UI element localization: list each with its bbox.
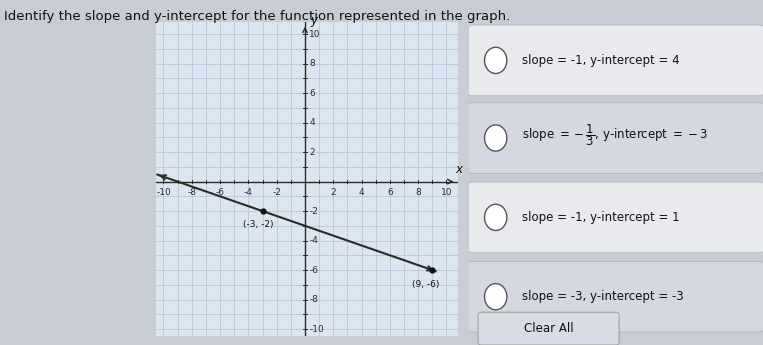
FancyBboxPatch shape — [468, 25, 763, 96]
Text: -6: -6 — [309, 266, 318, 275]
Text: 10: 10 — [441, 188, 452, 197]
Text: slope = -1, y-intercept = 1: slope = -1, y-intercept = 1 — [522, 211, 680, 224]
FancyBboxPatch shape — [478, 312, 619, 345]
Text: 8: 8 — [309, 59, 315, 68]
Text: -8: -8 — [187, 188, 196, 197]
FancyBboxPatch shape — [468, 262, 763, 332]
Text: x: x — [456, 164, 462, 176]
Text: -2: -2 — [309, 207, 318, 216]
Circle shape — [485, 284, 507, 310]
Text: Identify the slope and y-intercept for the function represented in the graph.: Identify the slope and y-intercept for t… — [4, 10, 510, 23]
Text: y: y — [310, 14, 317, 28]
FancyBboxPatch shape — [468, 103, 763, 173]
Text: 6: 6 — [387, 188, 393, 197]
Text: 4: 4 — [309, 118, 315, 127]
Circle shape — [485, 125, 507, 151]
Text: 10: 10 — [309, 30, 320, 39]
FancyBboxPatch shape — [468, 182, 763, 253]
Circle shape — [485, 204, 507, 230]
Text: -2: -2 — [272, 188, 281, 197]
Text: -8: -8 — [309, 295, 318, 304]
Text: 2: 2 — [309, 148, 315, 157]
Text: slope $= -\dfrac{1}{3}$, y-intercept $= -3$: slope $= -\dfrac{1}{3}$, y-intercept $= … — [522, 122, 708, 148]
Text: 4: 4 — [359, 188, 365, 197]
Text: (-3, -2): (-3, -2) — [243, 220, 274, 229]
Text: -4: -4 — [244, 188, 253, 197]
Text: (9, -6): (9, -6) — [411, 280, 439, 289]
Text: -10: -10 — [309, 325, 324, 334]
Circle shape — [485, 47, 507, 73]
Text: 8: 8 — [415, 188, 421, 197]
Text: slope = -1, y-intercept = 4: slope = -1, y-intercept = 4 — [522, 54, 680, 67]
Text: -10: -10 — [156, 188, 171, 197]
Text: 6: 6 — [309, 89, 315, 98]
Text: slope = -3, y-intercept = -3: slope = -3, y-intercept = -3 — [522, 290, 684, 303]
Text: -6: -6 — [216, 188, 224, 197]
Text: -4: -4 — [309, 236, 318, 245]
Text: 2: 2 — [330, 188, 336, 197]
Text: Clear All: Clear All — [523, 322, 573, 335]
